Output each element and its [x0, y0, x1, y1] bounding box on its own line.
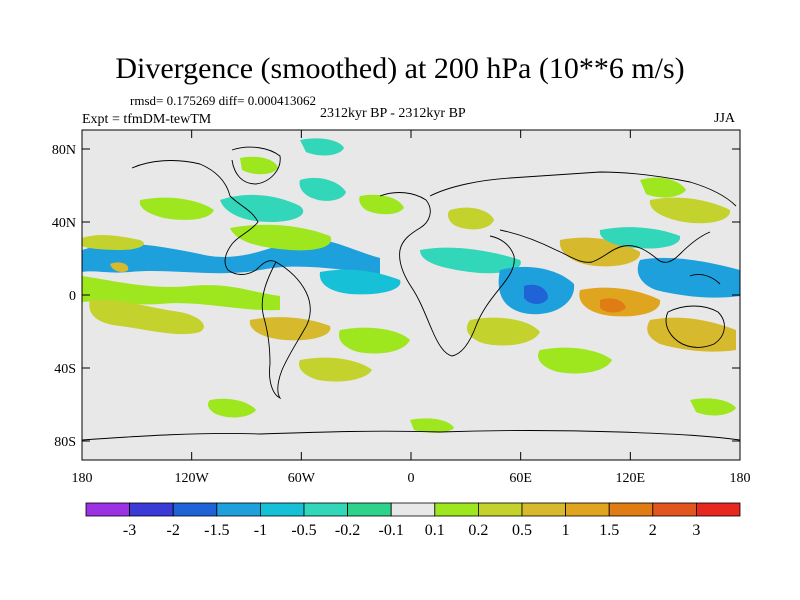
colorbar-label: -2 — [167, 522, 180, 539]
div-patch-south-asia-neg — [599, 227, 681, 249]
colorbar-label: -0.1 — [379, 522, 404, 539]
coast-australia — [665, 305, 725, 348]
period-label: 2312kyr BP - 2312kyr BP — [320, 106, 466, 121]
colorbar-swatch — [652, 502, 697, 517]
divergence-field — [82, 138, 740, 433]
div-patch-south-africa-pos — [466, 317, 540, 346]
div-patch-tropical-atlantic-neg — [319, 269, 401, 295]
colorbar-swatch — [434, 502, 479, 517]
div-patch-siberia-pos — [640, 177, 686, 198]
colorbar-swatch — [172, 502, 218, 517]
colorbar-label: 1.5 — [599, 522, 619, 539]
colorbar-swatch — [477, 502, 523, 517]
div-patch-mediterranean-pos — [448, 207, 494, 230]
x-tick-label: 120E — [616, 471, 646, 486]
coast-antarctica — [82, 430, 740, 441]
plot-title: Divergence (smoothed) at 200 hPa (10**6 … — [115, 52, 685, 85]
colorbar-label: 0.5 — [512, 522, 532, 539]
x-tick-label: 120W — [175, 471, 210, 486]
div-patch-east-africa-core — [524, 284, 548, 304]
colorbar-label: -0.2 — [335, 522, 360, 539]
colorbar-swatch — [303, 502, 348, 517]
x-tick-label: 180 — [730, 471, 751, 486]
y-tick-label: 0 — [69, 289, 76, 304]
div-patch-atlantic-neg-2 — [299, 177, 346, 201]
colorbar-swatch — [521, 502, 566, 517]
y-tick-label: 40N — [52, 216, 76, 231]
colorbar-swatch — [259, 502, 305, 517]
colorbar-label: 3 — [692, 522, 700, 539]
x-tick-label: 60W — [288, 471, 316, 486]
div-patch-east-asia-pos — [649, 197, 731, 224]
map-axes: 80N 40N 0 40S 80S 180 120W 60W 0 60E 120E 180 — [52, 130, 751, 486]
coast-indonesia — [689, 273, 721, 285]
div-patch-north-atlantic-neg — [220, 194, 304, 222]
coast-north-america — [131, 160, 277, 275]
div-patch-southern-ocean-pos — [208, 398, 256, 418]
div-patch-australia-pos — [647, 317, 736, 352]
x-tick-label: 180 — [72, 471, 93, 486]
div-patch-southern-ocean-pos-2 — [690, 398, 736, 416]
div-patch-atlantic-pos-2 — [359, 194, 404, 215]
colorbar-swatch — [216, 502, 261, 517]
coast-greenland — [231, 146, 281, 185]
coastlines — [82, 146, 740, 441]
div-patch-pacific-band-pos — [82, 234, 144, 250]
colorbar-label: 2 — [649, 522, 657, 539]
coast-africa — [379, 192, 515, 357]
div-patch-south-america-pos — [249, 317, 331, 341]
season-label: JJA — [714, 111, 736, 126]
div-patch-south-pacific-pos — [89, 299, 204, 335]
colorbar-label: 0.1 — [425, 522, 445, 539]
colorbar-swatch — [390, 502, 436, 517]
coast-eurasia-north — [429, 171, 737, 207]
div-patch-sahel-neg — [420, 247, 521, 274]
div-patch-indian-ocean-core — [600, 298, 626, 313]
colorbar-swatch — [565, 502, 610, 517]
x-tick-label: 60E — [509, 471, 532, 486]
div-patch-south-indian-pos — [538, 347, 612, 374]
colorbar: -3 -2 -1.5 -1 -0.5 -0.2 -0.1 0.1 0.2 0.5 1 1.5 2 3 — [85, 502, 741, 539]
div-patch-pacific-core — [110, 262, 129, 272]
colorbar-label: -1.5 — [204, 522, 229, 539]
colorbar-swatch — [85, 502, 130, 517]
y-tick-label: 40S — [54, 362, 76, 377]
colorbar-label: 1 — [562, 522, 570, 539]
colorbar-label: -1 — [254, 522, 267, 539]
div-patch-south-atlantic-pos — [338, 327, 410, 354]
x-tick-label: 0 — [408, 471, 415, 486]
map-plot-area — [81, 129, 741, 461]
y-tick-label: 80S — [54, 435, 76, 450]
coast-south-asia — [499, 229, 711, 263]
colorbar-swatch — [608, 502, 654, 517]
div-patch-maritime-continent-neg — [637, 257, 740, 298]
colorbar-swatch — [696, 502, 741, 517]
div-patch-equatorial-pos — [82, 276, 280, 311]
colorbar-label: -0.5 — [291, 522, 316, 539]
colorbar-label: -3 — [123, 522, 136, 539]
div-patch-south-atlantic-pos-2 — [298, 357, 372, 382]
div-patch-greenland-pos — [240, 156, 278, 175]
div-patch-antarctic-pos — [410, 418, 454, 433]
coast-south-america — [261, 261, 311, 400]
rmsd-diff-stats: rmsd= 0.175269 diff= 0.000413062 — [130, 93, 316, 108]
colorbar-label: 0.2 — [468, 522, 488, 539]
div-patch-north-pacific-pos — [139, 197, 214, 220]
y-tick-label: 80N — [52, 143, 76, 158]
div-patch-mid-atlantic-pos — [230, 224, 332, 251]
colorbar-swatch — [347, 502, 392, 517]
div-patch-arctic-neg — [300, 138, 344, 156]
colorbar-swatch — [129, 502, 174, 517]
experiment-label: Expt = tfmDM-tewTM — [82, 112, 212, 127]
